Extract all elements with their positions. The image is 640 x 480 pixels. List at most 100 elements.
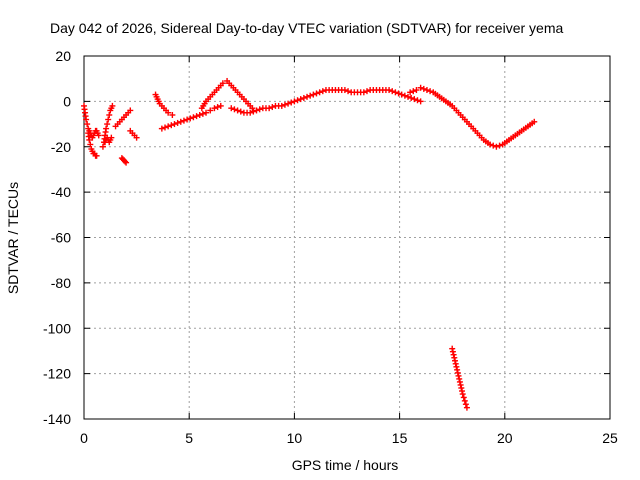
x-tick-label: 0 [80,430,88,446]
data-point [297,96,304,103]
data-point [319,88,326,95]
y-tick-label: 0 [63,93,71,109]
data-point [413,87,420,94]
data-point [456,375,463,382]
data-point [459,391,466,398]
data-point [196,111,203,118]
data-point [389,88,396,95]
data-point [253,107,260,114]
y-tick-label: -40 [51,184,71,200]
series-midday [228,87,424,116]
data-point [162,124,169,131]
data-point [300,94,307,101]
data-point [427,88,434,95]
series-early-arc-e [112,107,134,130]
data-point [123,159,130,166]
data-point [411,96,418,103]
data-point [454,369,461,376]
data-point [165,109,172,116]
data-point [269,104,276,111]
data-point [363,88,370,95]
data-point [84,121,91,128]
data-point [87,141,94,148]
data-point [496,142,503,149]
data-point [449,345,456,352]
y-tick-label: -80 [51,275,71,291]
data-point [395,90,402,97]
data-point [398,91,405,98]
data-point [174,119,181,126]
data-point [294,97,301,104]
y-tick-label: 20 [55,48,71,64]
grid [84,56,610,419]
data-point [168,122,175,129]
data-point [214,104,221,111]
data-point [86,136,93,143]
data-point [457,381,464,388]
y-tick-label: -20 [51,139,71,155]
data-point [456,378,463,385]
chart-title: Day 042 of 2026, Sidereal Day-to-day VTE… [50,20,563,36]
data-point [423,87,430,94]
data-point [450,351,457,358]
data-point [531,118,538,125]
data-point [417,84,424,91]
data-point [177,118,184,125]
data-point [455,372,462,379]
data-point [453,363,460,370]
data-point [266,105,273,112]
data-point [165,123,172,130]
series-early-arc-c [99,102,116,150]
data-point [228,105,235,112]
data-point [490,142,497,149]
x-tick-label: 25 [602,430,618,446]
data-point [493,143,500,150]
series-morning-main [158,102,224,132]
x-tick-label: 15 [392,430,408,446]
data-point [452,357,459,364]
data-point [487,141,494,148]
data-point [237,108,244,115]
data-point [449,348,456,355]
data-point [190,114,197,121]
data-point [171,121,178,128]
y-axis-label: SDTVAR / TECUs [5,182,21,294]
data-point [219,80,226,87]
data-point [93,152,100,159]
x-axis-label: GPS time / hours [292,457,399,473]
data-point [231,106,238,113]
x-tick-labels: 0 5 10 15 20 25 [80,430,618,446]
data-point [122,158,129,165]
data-point [249,105,256,112]
data-point [316,89,323,96]
data-point [345,88,352,95]
data-point [401,92,408,99]
data-point [207,107,214,114]
data-point [104,121,111,128]
data-point [247,109,254,116]
data-point [83,116,90,123]
series-early-arc-a [81,102,102,141]
y-tick-label: -60 [51,230,71,246]
data-point [99,143,106,150]
data-point [250,108,257,115]
data-point [169,111,176,118]
series-early-arc-g [127,127,140,141]
series-early-arc-f [118,155,130,166]
data-point [304,93,311,100]
axis-ticks [83,55,611,420]
data-point [256,106,263,113]
series-morning-arc [152,91,176,118]
data-point [285,100,292,107]
data-point [417,98,424,105]
data-point [392,89,399,96]
data-point [133,134,140,141]
data-point [386,87,393,94]
series-late-drop [449,345,470,411]
y-tick-label: -100 [43,320,71,336]
series-early-arc-b [85,130,100,159]
data-point [278,102,285,109]
x-tick-label: 20 [497,430,513,446]
x-tick-label: 5 [185,430,193,446]
